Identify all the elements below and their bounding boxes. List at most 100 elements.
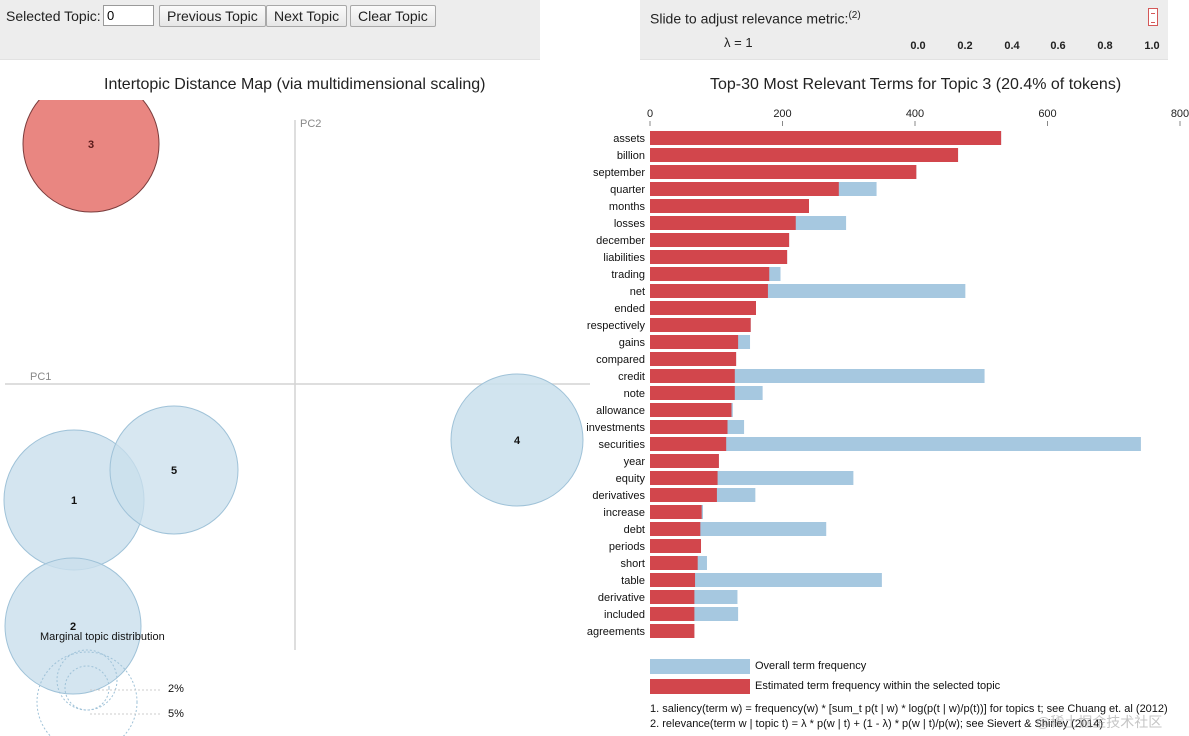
term-label[interactable]: ended — [614, 303, 645, 315]
topic-frequency-bar — [650, 250, 788, 264]
term-label[interactable]: compared — [596, 354, 645, 366]
slider-tick: 1.0 — [1144, 40, 1160, 52]
term-label[interactable]: september — [593, 167, 645, 179]
topic-frequency-bar — [650, 607, 695, 621]
topic-label-5: 5 — [171, 465, 177, 477]
relevance-footnote: 2. relevance(term w | topic t) = λ * p(w… — [650, 718, 1103, 730]
lambda-value: λ = 1 — [724, 35, 753, 50]
marginal-label-2pct: 2% — [168, 683, 184, 695]
bar-chart-title: Top-30 Most Relevant Terms for Topic 3 (… — [710, 76, 1122, 93]
term-label[interactable]: periods — [609, 541, 646, 553]
topic-frequency-bar — [650, 182, 839, 196]
topic-frequency-bar — [650, 573, 696, 587]
x-tick-label: 800 — [1171, 108, 1189, 120]
topic-frequency-bar — [650, 148, 959, 162]
topic-frequency-bar — [650, 539, 702, 553]
topic-circle-2[interactable] — [4, 557, 142, 695]
topic-frequency-bar — [650, 199, 809, 213]
legend-overall-swatch — [650, 659, 750, 674]
topic-circle-3-selected[interactable] — [22, 100, 160, 213]
legend-topic-swatch — [650, 679, 750, 694]
watermark: @稀土掘金技术社区 — [1036, 714, 1163, 730]
selected-topic-input[interactable] — [103, 5, 154, 26]
term-label[interactable]: allowance — [596, 405, 645, 417]
topic-frequency-bar — [650, 301, 756, 315]
topic-frequency-bar — [650, 437, 727, 451]
marginal-circle-large — [36, 651, 138, 736]
topic-frequency-bar — [650, 624, 695, 638]
topic-frequency-bar — [650, 233, 790, 247]
marginal-circle-mid — [56, 649, 118, 711]
term-label[interactable]: note — [624, 388, 645, 400]
x-tick-label: 600 — [1038, 108, 1056, 120]
lambda-slider-handle[interactable] — [1148, 8, 1158, 26]
topic-frequency-bar — [650, 522, 701, 536]
topic-frequency-bar — [650, 488, 717, 502]
overall-frequency-bar — [650, 573, 882, 587]
term-label[interactable]: year — [624, 456, 646, 468]
term-label[interactable]: gains — [619, 337, 646, 349]
legend-topic-label: Estimated term frequency within the sele… — [755, 680, 1001, 692]
next-topic-button[interactable]: Next Topic — [266, 5, 348, 27]
slider-footnote: (2) — [848, 10, 861, 21]
term-label[interactable]: investments — [586, 422, 645, 434]
term-label[interactable]: billion — [617, 150, 645, 162]
term-label[interactable]: credit — [618, 371, 645, 383]
topic-controls-bar: Selected Topic: Previous Topic Next Topi… — [0, 0, 540, 60]
marginal-distribution-title: Marginal topic distribution — [40, 631, 165, 643]
topic-frequency-bar — [650, 386, 735, 400]
term-label[interactable]: respectively — [587, 320, 646, 332]
term-label[interactable]: increase — [603, 507, 645, 519]
term-label[interactable]: losses — [614, 218, 646, 230]
topic-circle-5[interactable] — [109, 405, 239, 535]
topic-frequency-bar — [650, 369, 735, 383]
slider-tick: 0.2 — [957, 40, 973, 52]
term-label[interactable]: short — [621, 558, 645, 570]
previous-topic-button[interactable]: Previous Topic — [159, 5, 266, 27]
term-label[interactable]: debt — [624, 524, 645, 536]
topic-frequency-bar — [650, 420, 728, 434]
overall-frequency-bar — [650, 437, 1141, 451]
clear-topic-button[interactable]: Clear Topic — [350, 5, 436, 27]
slider-label: Slide to adjust relevance metric:(2) — [650, 10, 861, 27]
slider-tick: 0.6 — [1050, 40, 1066, 52]
topic-circle-4[interactable] — [450, 373, 584, 507]
x-tick-label: 200 — [773, 108, 791, 120]
topic-frequency-bar — [650, 352, 737, 366]
term-bar-chart: 0 200 400 600 800 assets billion september quart… — [586, 108, 1189, 638]
term-label[interactable]: trading — [611, 269, 645, 281]
topic-frequency-bar — [650, 284, 768, 298]
term-label[interactable]: securities — [599, 439, 646, 451]
topic-frequency-bar — [650, 335, 739, 349]
topic-frequency-bar — [650, 318, 751, 332]
topic-label-2: 2 — [70, 621, 76, 633]
term-label[interactable]: derivative — [598, 592, 645, 604]
topic-frequency-bar — [650, 131, 1002, 145]
topic-frequency-bar — [650, 556, 698, 570]
intertopic-map: PC2 PC1 1 2 3 4 5 Marginal topic distrib… — [3, 100, 590, 736]
relevance-slider-bar: Slide to adjust relevance metric:(2) λ =… — [640, 0, 1168, 60]
term-label[interactable]: agreements — [587, 626, 646, 638]
term-label[interactable]: assets — [613, 133, 645, 145]
marginal-label-5pct: 5% — [168, 708, 184, 720]
term-label[interactable]: equity — [616, 473, 646, 485]
legend-overall-label: Overall term frequency — [755, 660, 867, 672]
marginal-circle-small — [64, 665, 110, 711]
topic-frequency-bar — [650, 267, 770, 281]
topic-frequency-bar — [650, 590, 695, 604]
x-tick-label: 400 — [906, 108, 924, 120]
term-label[interactable]: months — [609, 201, 646, 213]
topic-label-1: 1 — [71, 495, 77, 507]
selected-topic-label: Selected Topic: — [6, 8, 101, 24]
pc2-label: PC2 — [300, 118, 321, 130]
term-label[interactable]: derivatives — [592, 490, 645, 502]
term-label[interactable]: december — [596, 235, 645, 247]
topic-frequency-bar — [650, 216, 796, 230]
term-label[interactable]: included — [604, 609, 645, 621]
term-label[interactable]: net — [630, 286, 645, 298]
slider-tick: 0.4 — [1004, 40, 1020, 52]
term-label[interactable]: liabilities — [603, 252, 645, 264]
term-label[interactable]: quarter — [610, 184, 645, 196]
slider-tick: 0.8 — [1097, 40, 1113, 52]
term-label[interactable]: table — [621, 575, 645, 587]
